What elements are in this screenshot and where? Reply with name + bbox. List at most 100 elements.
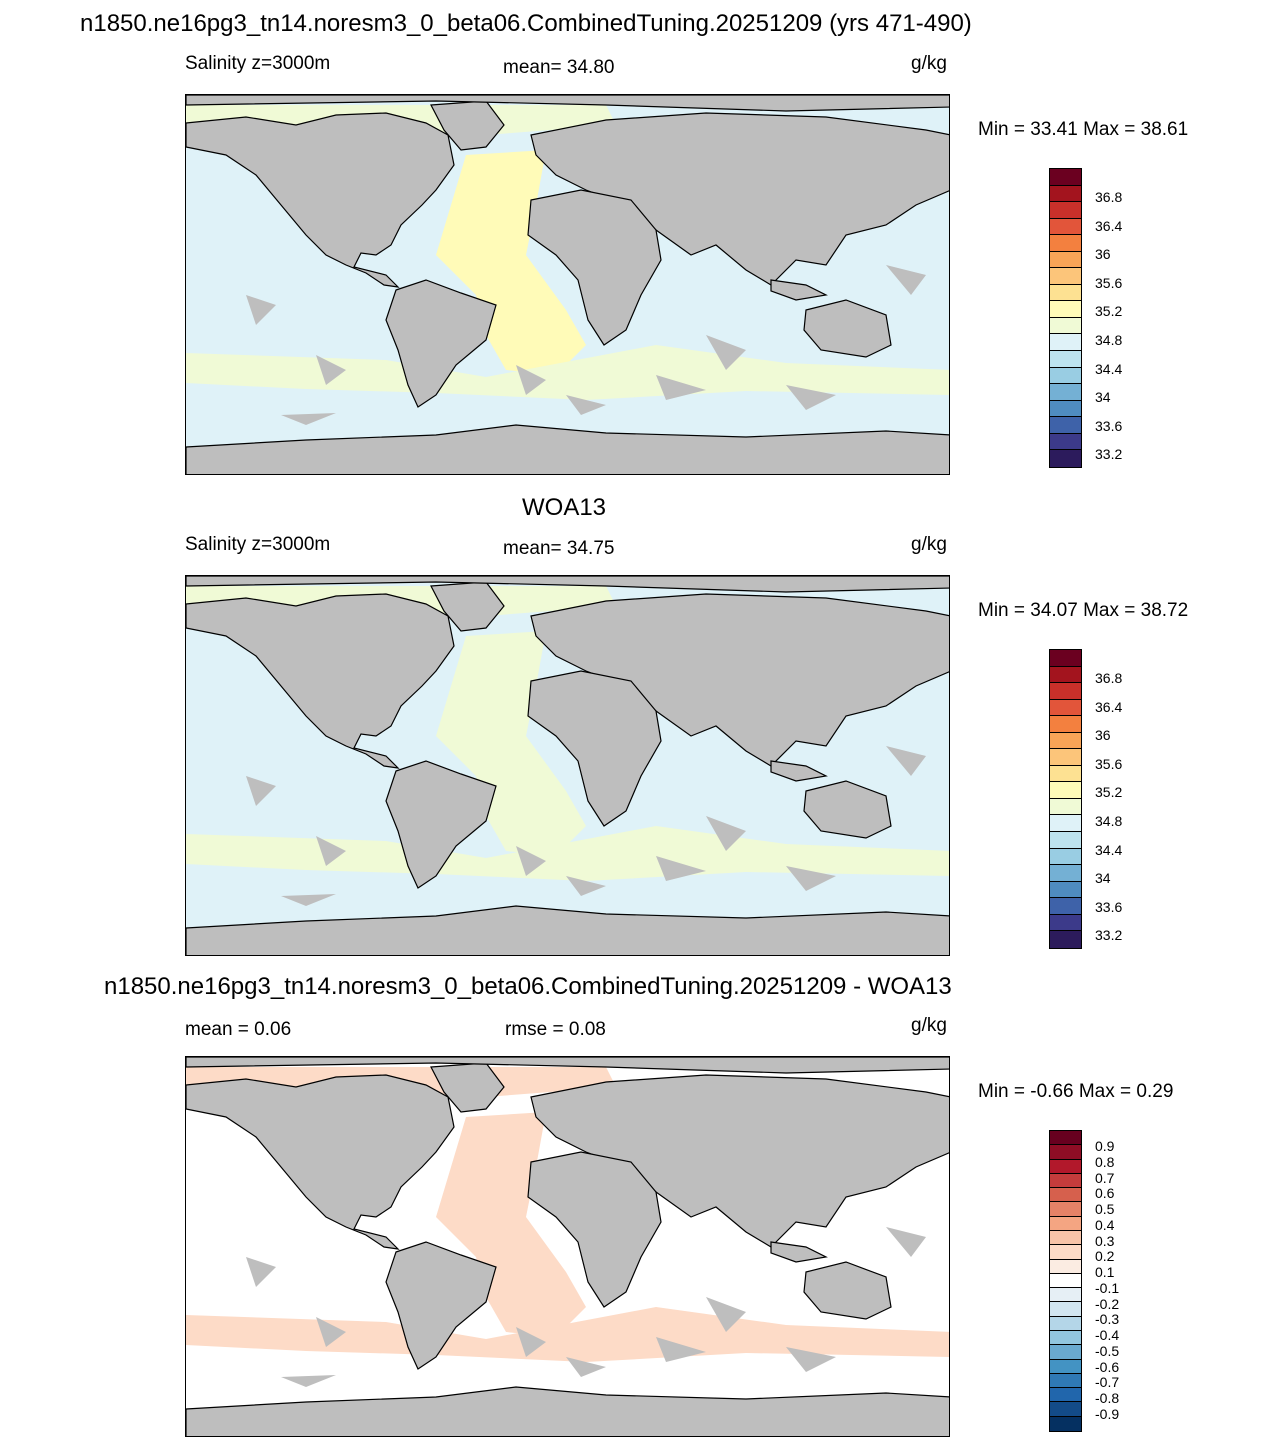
panel2-map	[185, 575, 950, 956]
colorbar-tick-label: 36.8	[1095, 670, 1123, 686]
colorbar-swatch	[1050, 235, 1081, 252]
colorbar-swatch	[1050, 417, 1081, 434]
colorbar-swatch	[1050, 1259, 1081, 1274]
colorbar-tick-label: 34.4	[1095, 360, 1123, 377]
colorbar-swatch	[1050, 1316, 1081, 1331]
colorbar-swatch	[1050, 1416, 1081, 1431]
colorbar-swatch	[1050, 367, 1081, 385]
southern-band	[186, 345, 949, 400]
colorbar-swatch	[1050, 334, 1081, 352]
colorbar-tick-label: -0.5	[1095, 1342, 1120, 1359]
panel2-left-label: Salinity z=3000m	[185, 534, 331, 555]
colorbar-tick-label: 35.6	[1095, 755, 1123, 772]
colorbar-swatch	[1050, 765, 1081, 783]
landmass	[385, 760, 497, 889]
missing-data-patch	[786, 1347, 836, 1372]
colorbar-swatch	[1050, 1173, 1081, 1189]
colorbar-swatch	[1050, 169, 1081, 186]
missing-data-patch	[566, 395, 606, 415]
figure-title: n1850.ne16pg3_tn14.noresm3_0_beta06.Comb…	[80, 10, 972, 37]
colorbar-swatch	[1050, 301, 1081, 318]
colorbar-swatch	[1050, 1388, 1081, 1403]
colorbar-tick-label: 36.8	[1095, 189, 1123, 205]
panel3-colorbar	[1049, 1130, 1082, 1432]
southern-band	[186, 1307, 949, 1362]
colorbar-swatch	[1050, 202, 1081, 219]
landmass	[803, 1261, 892, 1320]
colorbar-swatch	[1050, 931, 1081, 948]
colorbar-tick-label: 34	[1095, 389, 1111, 406]
colorbar-swatch	[1050, 1159, 1081, 1174]
colorbar-swatch	[1050, 218, 1081, 236]
colorbar-tick-label: 34	[1095, 870, 1111, 887]
colorbar-tick-label: -0.9	[1095, 1405, 1120, 1422]
panel3-units-label: g/kg	[911, 1015, 947, 1036]
colorbar-swatch	[1050, 1330, 1081, 1346]
colorbar-tick-label: 0.1	[1095, 1264, 1115, 1280]
colorbar-swatch	[1050, 865, 1081, 882]
landmass	[527, 1151, 662, 1308]
panel2-heading: WOA13	[522, 494, 607, 521]
landmass	[186, 576, 949, 593]
colorbar-swatch	[1050, 798, 1081, 816]
panel3-heading: n1850.ne16pg3_tn14.noresm3_0_beta06.Comb…	[104, 973, 952, 1000]
missing-data-patch	[886, 265, 926, 295]
panel1-colorbar	[1049, 168, 1082, 468]
atlantic-field	[436, 150, 586, 375]
colorbar-tick-label: 33.2	[1095, 927, 1123, 944]
landmass	[186, 1057, 949, 1074]
colorbar-tick-label: 0.4	[1095, 1216, 1115, 1233]
colorbar-swatch	[1050, 914, 1081, 932]
colorbar-swatch	[1050, 749, 1081, 766]
atlantic-field	[436, 1112, 586, 1337]
landmass	[770, 1241, 828, 1263]
colorbar-swatch	[1050, 450, 1081, 467]
colorbar-swatch	[1050, 650, 1081, 667]
colorbar-swatch	[1050, 1359, 1081, 1374]
colorbar-swatch	[1050, 1288, 1081, 1303]
landmass	[385, 1241, 497, 1370]
colorbar-tick-label: 33.2	[1095, 446, 1123, 463]
missing-data-patch	[566, 1357, 606, 1377]
landmass	[527, 670, 662, 827]
colorbar-swatch	[1050, 433, 1081, 451]
panel1-left-label: Salinity z=3000m	[185, 53, 331, 74]
colorbar-swatch	[1050, 1188, 1081, 1203]
colorbar-tick-label: 33.6	[1095, 417, 1123, 434]
colorbar-swatch	[1050, 1145, 1081, 1160]
colorbar-swatch	[1050, 1131, 1081, 1146]
southern-band	[186, 826, 949, 881]
colorbar-swatch	[1050, 666, 1081, 684]
colorbar-swatch	[1050, 1273, 1081, 1289]
missing-data-patch	[516, 846, 546, 876]
colorbar-swatch	[1050, 351, 1081, 368]
colorbar-swatch	[1050, 284, 1081, 302]
landmass	[385, 279, 497, 408]
panel1-minmax: Min = 33.41 Max = 38.61	[978, 119, 1189, 140]
colorbar-swatch	[1050, 683, 1081, 700]
missing-data-patch	[246, 776, 276, 806]
panel2-mean-label: mean= 34.75	[503, 538, 615, 559]
missing-data-patch	[886, 746, 926, 776]
colorbar-swatch	[1050, 732, 1081, 750]
missing-data-patch	[706, 335, 746, 370]
landmass	[186, 424, 949, 474]
colorbar-tick-label: -0.2	[1095, 1295, 1120, 1312]
colorbar-tick-label: 34.8	[1095, 332, 1123, 348]
colorbar-tick-label: 0.5	[1095, 1201, 1115, 1217]
missing-data-patch	[656, 1337, 706, 1362]
landmass	[186, 905, 949, 955]
missing-data-patch	[656, 375, 706, 400]
colorbar-tick-label: -0.1	[1095, 1279, 1120, 1296]
atlantic-field	[436, 631, 586, 856]
missing-data-patch	[656, 856, 706, 881]
missing-data-patch	[316, 1317, 346, 1347]
colorbar-swatch	[1050, 251, 1081, 269]
colorbar-tick-label: 34.4	[1095, 841, 1123, 858]
colorbar-tick-label: -0.3	[1095, 1311, 1120, 1328]
colorbar-swatch	[1050, 384, 1081, 401]
landmass	[186, 1386, 949, 1436]
colorbar-swatch	[1050, 1345, 1081, 1360]
panel3-map	[185, 1056, 950, 1437]
colorbar-tick-label: -0.4	[1095, 1327, 1120, 1343]
